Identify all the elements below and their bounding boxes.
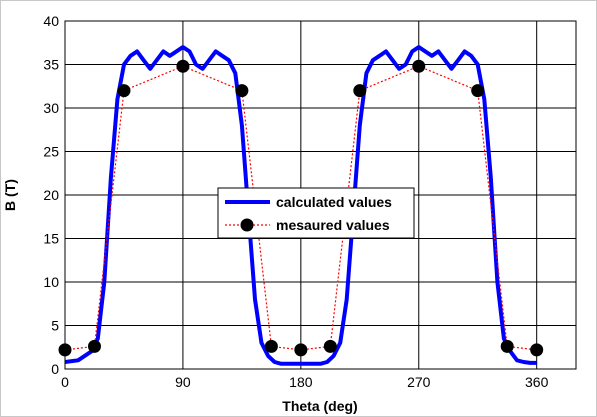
y-tick-label: 35: [43, 57, 59, 73]
y-tick-label: 5: [51, 318, 59, 334]
plot-border: [64, 20, 577, 370]
legend: calculated values mesaured values: [217, 187, 415, 239]
series-layer: [58, 45, 544, 366]
x-axis-ticks: 0 90 180 270 360: [61, 374, 548, 390]
measured-point: [323, 339, 337, 353]
x-tick-label: 360: [525, 374, 549, 390]
gridlines: [64, 21, 576, 369]
measured-point: [471, 84, 485, 98]
y-tick-label: 25: [43, 144, 59, 160]
measured-point: [353, 84, 367, 98]
measured-point: [530, 343, 544, 357]
y-tick-label: 20: [43, 187, 59, 203]
x-tick-label: 90: [175, 374, 191, 390]
y-tick-label: 30: [43, 100, 59, 116]
y-tick-label: 0: [51, 361, 59, 377]
measured-point: [235, 84, 249, 98]
measured-point: [87, 339, 101, 353]
legend-label-measured: mesaured values: [276, 217, 390, 233]
measured-point: [264, 339, 278, 353]
x-tick-label: 0: [61, 374, 69, 390]
series-calculated-line: [64, 45, 537, 366]
legend-label-calculated: calculated values: [276, 194, 392, 210]
y-axis-ticks: 0 5 10 15 20 25 30 35 40: [43, 13, 59, 377]
x-tick-label: 180: [289, 374, 313, 390]
measured-point: [412, 59, 426, 73]
x-axis-label: Theta (deg): [282, 398, 357, 414]
legend-marker-measured: [240, 218, 254, 232]
measured-point: [117, 84, 131, 98]
measured-point: [294, 343, 308, 357]
y-tick-label: 10: [43, 274, 59, 290]
y-tick-label: 40: [43, 13, 59, 29]
measured-point: [500, 339, 514, 353]
x-tick-label: 270: [407, 374, 431, 390]
y-axis-label: B (T): [2, 179, 18, 211]
measured-point: [176, 59, 190, 73]
y-tick-label: 15: [43, 231, 59, 247]
